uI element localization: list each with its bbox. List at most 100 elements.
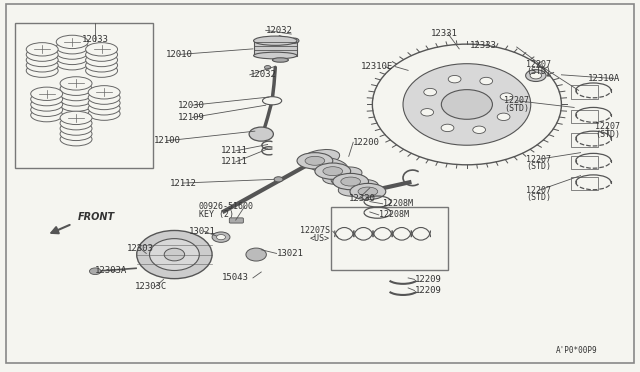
Ellipse shape xyxy=(56,51,88,65)
Ellipse shape xyxy=(88,107,120,120)
Text: 13021: 13021 xyxy=(276,249,303,258)
Text: 12303: 12303 xyxy=(127,244,154,253)
Ellipse shape xyxy=(60,122,92,135)
Text: 12111: 12111 xyxy=(221,146,248,155)
Ellipse shape xyxy=(262,97,282,105)
Ellipse shape xyxy=(448,76,461,83)
FancyBboxPatch shape xyxy=(571,155,598,169)
Ellipse shape xyxy=(86,48,118,61)
Ellipse shape xyxy=(86,43,118,56)
Ellipse shape xyxy=(60,127,92,141)
Text: 12207: 12207 xyxy=(595,122,620,131)
FancyBboxPatch shape xyxy=(229,218,243,223)
Ellipse shape xyxy=(60,77,92,90)
Text: 12200: 12200 xyxy=(353,138,380,147)
Text: 12303C: 12303C xyxy=(135,282,167,291)
Ellipse shape xyxy=(88,102,120,115)
Text: 00926-51600: 00926-51600 xyxy=(198,202,253,211)
Ellipse shape xyxy=(31,93,63,106)
Ellipse shape xyxy=(26,43,58,56)
Ellipse shape xyxy=(315,163,351,179)
Text: <US>: <US> xyxy=(310,234,330,243)
Ellipse shape xyxy=(497,113,510,121)
Text: 12207S: 12207S xyxy=(300,226,330,235)
Ellipse shape xyxy=(341,177,360,186)
Text: 12208M: 12208M xyxy=(383,199,413,208)
Ellipse shape xyxy=(60,116,92,130)
Ellipse shape xyxy=(525,70,546,81)
Ellipse shape xyxy=(331,174,371,191)
Ellipse shape xyxy=(137,231,212,279)
Text: 12109: 12109 xyxy=(178,113,205,122)
Text: (STD): (STD) xyxy=(526,193,551,202)
FancyBboxPatch shape xyxy=(571,134,598,147)
Ellipse shape xyxy=(86,64,118,77)
Ellipse shape xyxy=(290,38,299,43)
FancyBboxPatch shape xyxy=(571,110,598,123)
Ellipse shape xyxy=(56,41,88,54)
Text: 12100: 12100 xyxy=(154,136,181,145)
Ellipse shape xyxy=(424,89,436,96)
Text: 12331: 12331 xyxy=(431,29,458,38)
Bar xyxy=(332,208,448,270)
Ellipse shape xyxy=(308,157,348,174)
Ellipse shape xyxy=(60,87,92,101)
Ellipse shape xyxy=(88,91,120,104)
FancyBboxPatch shape xyxy=(571,85,598,99)
Circle shape xyxy=(264,65,271,69)
Ellipse shape xyxy=(60,111,92,125)
Text: 12207: 12207 xyxy=(526,60,551,69)
Ellipse shape xyxy=(358,187,378,196)
Ellipse shape xyxy=(473,126,486,134)
Text: 12310A: 12310A xyxy=(588,74,620,83)
Ellipse shape xyxy=(88,86,120,99)
Ellipse shape xyxy=(421,109,434,116)
Ellipse shape xyxy=(56,35,88,49)
Ellipse shape xyxy=(441,124,454,132)
Text: 12310E: 12310E xyxy=(361,62,394,71)
Ellipse shape xyxy=(88,96,120,110)
Ellipse shape xyxy=(372,44,561,165)
Text: 12112: 12112 xyxy=(170,179,197,187)
Ellipse shape xyxy=(26,48,58,61)
Ellipse shape xyxy=(273,58,289,62)
Ellipse shape xyxy=(530,72,541,79)
Text: 12111: 12111 xyxy=(221,157,248,166)
Text: 12032: 12032 xyxy=(266,26,292,35)
Ellipse shape xyxy=(150,238,199,270)
Text: 12032: 12032 xyxy=(250,70,276,79)
Ellipse shape xyxy=(26,59,58,72)
Text: 15043: 15043 xyxy=(222,273,249,282)
Ellipse shape xyxy=(249,127,273,141)
Ellipse shape xyxy=(26,53,58,67)
Text: (STD): (STD) xyxy=(595,129,620,139)
Ellipse shape xyxy=(31,109,63,122)
Ellipse shape xyxy=(253,36,297,45)
Ellipse shape xyxy=(86,59,118,72)
Ellipse shape xyxy=(26,64,58,77)
Ellipse shape xyxy=(323,167,362,184)
Ellipse shape xyxy=(300,150,340,167)
Ellipse shape xyxy=(31,87,63,100)
Ellipse shape xyxy=(31,98,63,111)
Text: 12207: 12207 xyxy=(504,96,529,105)
Text: 13021: 13021 xyxy=(189,227,216,236)
Ellipse shape xyxy=(60,98,92,112)
Ellipse shape xyxy=(350,183,386,200)
Text: (STD): (STD) xyxy=(526,162,551,171)
Ellipse shape xyxy=(297,153,333,169)
Ellipse shape xyxy=(305,156,324,165)
FancyBboxPatch shape xyxy=(571,177,598,190)
Text: 12333: 12333 xyxy=(469,41,496,51)
Ellipse shape xyxy=(60,93,92,106)
Text: 12209: 12209 xyxy=(415,286,442,295)
Ellipse shape xyxy=(500,93,513,100)
Ellipse shape xyxy=(442,90,492,119)
Ellipse shape xyxy=(164,248,184,261)
Bar xyxy=(15,23,153,168)
Text: A'P0*00P9: A'P0*00P9 xyxy=(556,346,598,355)
Ellipse shape xyxy=(60,132,92,146)
Text: 12208M: 12208M xyxy=(379,211,409,219)
Ellipse shape xyxy=(253,52,297,59)
Text: 12209: 12209 xyxy=(415,275,442,284)
